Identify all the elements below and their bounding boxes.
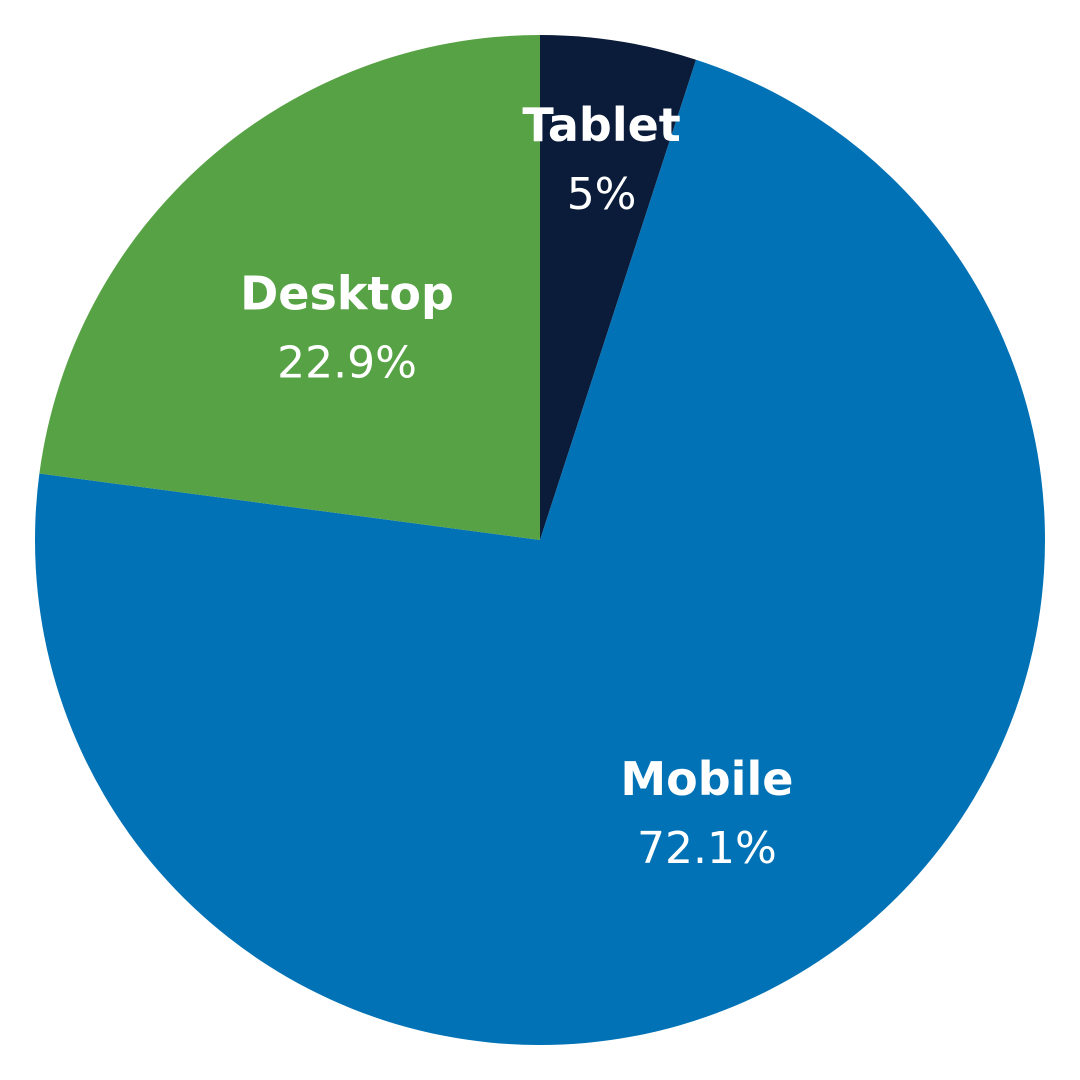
slice-label-mobile: Mobile (620, 752, 793, 806)
slice-label-tablet: Tablet (522, 98, 680, 152)
slice-value-mobile: 72.1% (637, 823, 777, 874)
slices-layer (34, 35, 1045, 1046)
slice-value-tablet: 5% (567, 169, 637, 220)
slice-value-desktop: 22.9% (277, 338, 417, 389)
pie-slice-desktop (39, 35, 540, 540)
pie-slice-tablet (540, 35, 697, 540)
pie-slice-mobile (34, 59, 1045, 1046)
slice-label-desktop: Desktop (240, 267, 454, 321)
labels-layer: Tablet 5% Mobile 72.1% Desktop 22.9% (240, 98, 793, 874)
